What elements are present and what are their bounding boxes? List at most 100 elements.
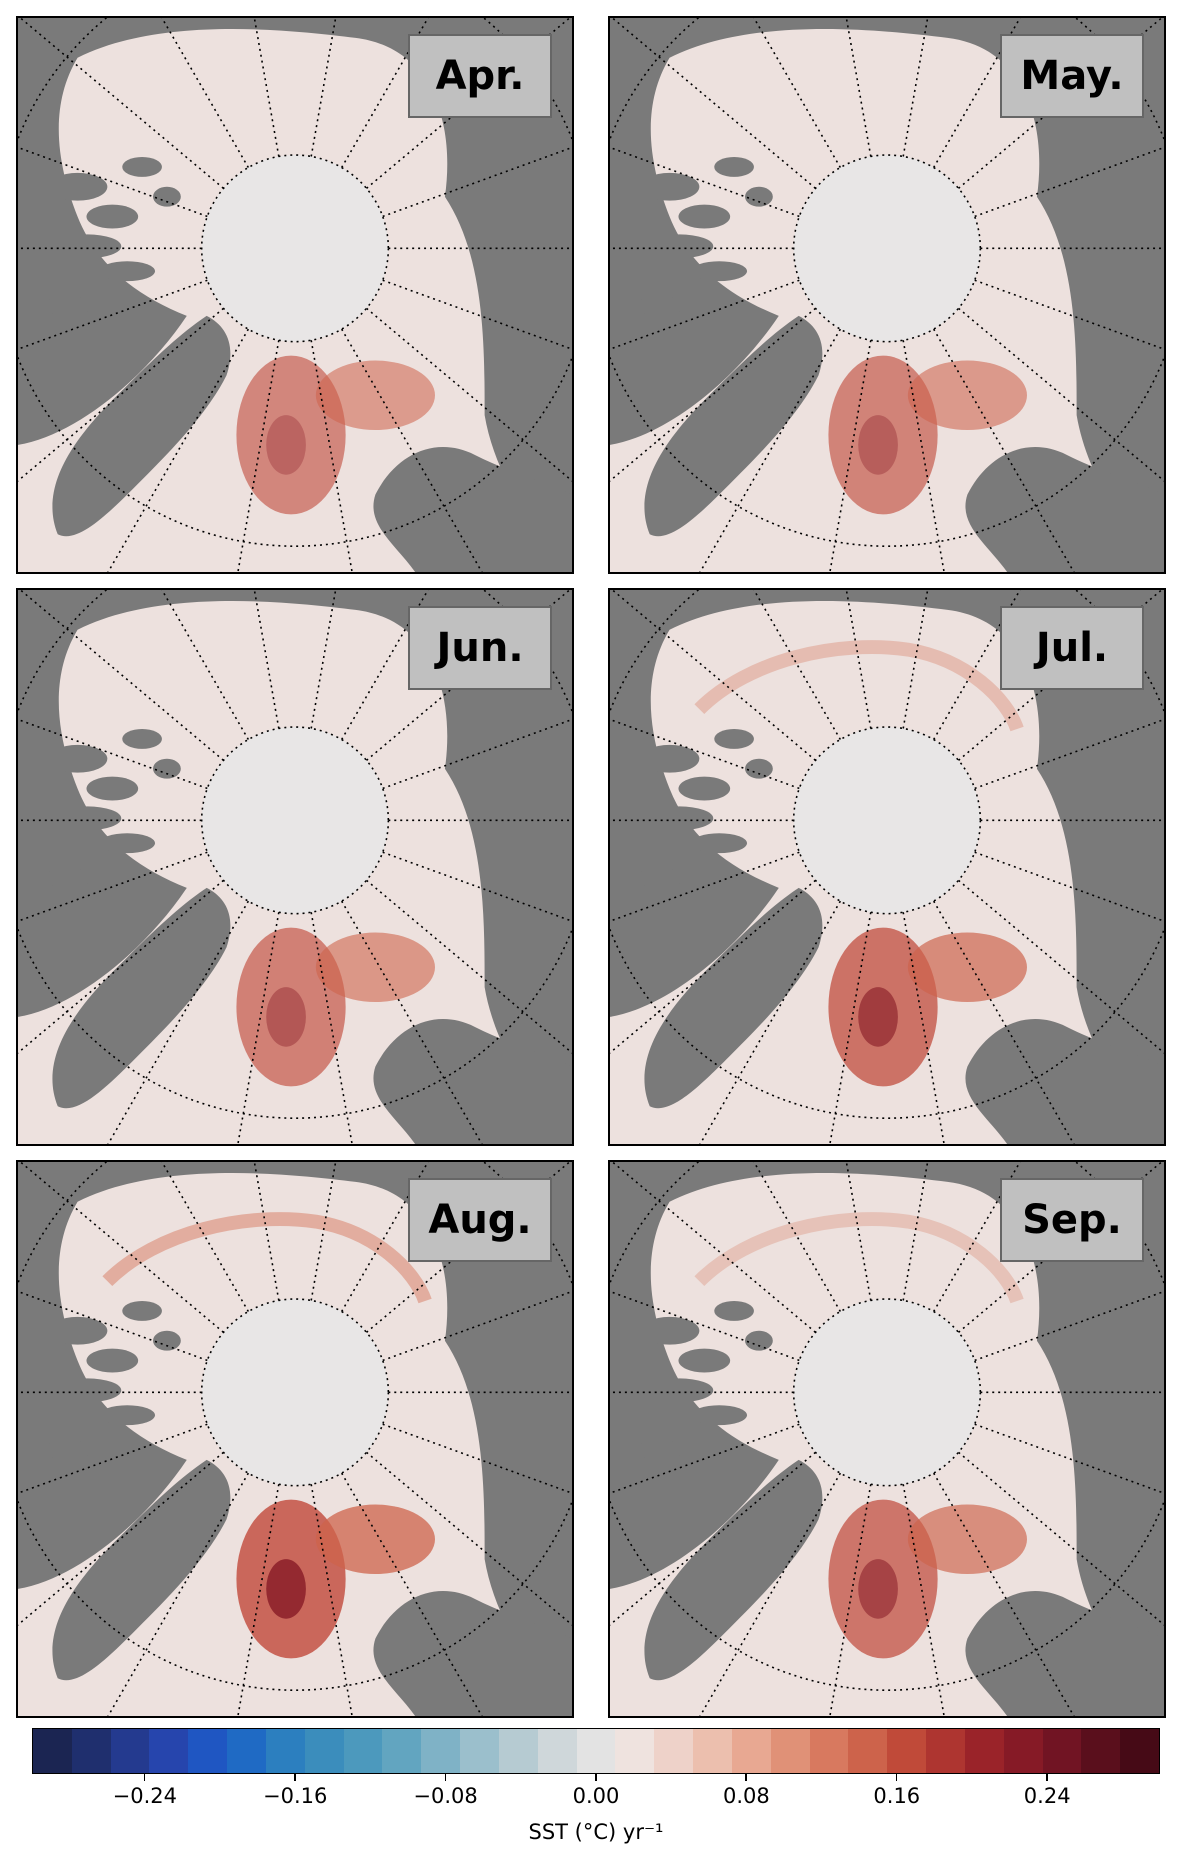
colorbar-ticks: −0.24 −0.16 −0.08 0.00 0.08 0.16 0.24: [32, 1774, 1160, 1814]
month-label: Sep.: [1000, 1178, 1144, 1262]
island: [691, 1405, 748, 1426]
meridian-line: [340, 328, 483, 572]
arctic-sst-map: [610, 18, 1164, 572]
meridian-line: [610, 1423, 800, 1495]
eurasia-land: [373, 1591, 572, 1716]
eurasia-land: [965, 447, 1164, 572]
colorbar-label: SST (°C) yr⁻¹: [528, 1820, 664, 1844]
colorbar-segment: [149, 1729, 189, 1773]
colorbar-segment: [576, 1729, 616, 1773]
warm-anomaly-kara: [315, 1504, 435, 1575]
island: [635, 1439, 684, 1460]
island: [43, 867, 92, 888]
island: [122, 1300, 162, 1321]
meridian-line: [902, 340, 945, 572]
island: [99, 261, 156, 282]
meridian-line: [365, 1451, 572, 1626]
meridian-line: [974, 279, 1164, 351]
meridian-line: [310, 1484, 353, 1716]
meridian-line: [365, 590, 571, 761]
tick-mark: [1046, 1774, 1048, 1781]
warm-anomaly-core: [266, 1559, 306, 1619]
meridian-line: [957, 590, 1163, 761]
warm-anomaly-kara: [907, 1504, 1027, 1575]
meridian-line: [610, 851, 800, 923]
tick-mark: [595, 1774, 597, 1781]
meridian-line: [19, 590, 225, 761]
warm-anomaly-rim: [102, 1212, 432, 1304]
meridian-line: [340, 900, 483, 1144]
meridian-line: [161, 590, 250, 740]
meridian-line: [340, 1162, 429, 1312]
tick-label: 0.00: [572, 1784, 620, 1808]
colorbar-segment: [227, 1729, 266, 1773]
pole-hole: [201, 1299, 389, 1486]
island: [639, 744, 700, 773]
meridian-line: [340, 590, 429, 740]
warm-anomaly-kara: [315, 932, 435, 1003]
tick-mark: [444, 1774, 447, 1781]
island: [43, 295, 92, 316]
meridian-line: [610, 1451, 817, 1626]
tick-mark: [745, 1774, 747, 1781]
meridian-line: [365, 1162, 571, 1333]
meridian-line: [237, 340, 280, 572]
meridian-line: [829, 912, 872, 1144]
warm-anomaly-rim: [694, 640, 1024, 732]
meridian-line: [253, 18, 280, 157]
greenland-land: [644, 887, 823, 1109]
colorbar-segment: [731, 1729, 771, 1773]
meridian-line: [902, 590, 929, 729]
month-label: May.: [1000, 34, 1144, 118]
meridian-line: [957, 307, 1164, 482]
colorbar-segment: [887, 1729, 927, 1773]
warm-anomaly-kara: [907, 932, 1027, 1003]
meridian-line: [18, 1290, 208, 1362]
meridian-line: [957, 1162, 1163, 1333]
meridian-line: [18, 718, 208, 790]
graticule: [610, 1162, 1164, 1716]
island: [691, 833, 748, 854]
island: [635, 295, 684, 316]
colorbar-segment: [460, 1729, 499, 1773]
map-panel-6: Sep.: [608, 1160, 1166, 1718]
meridian-line: [974, 718, 1164, 790]
meridian-line: [253, 1162, 280, 1301]
meridian-line: [310, 912, 353, 1144]
meridian-line: [237, 912, 280, 1144]
meridian-line: [107, 900, 250, 1144]
meridian-line: [365, 18, 571, 189]
island: [691, 261, 748, 282]
meridian-line: [382, 851, 572, 923]
meridian-line: [974, 1423, 1164, 1495]
island: [47, 744, 108, 773]
island: [714, 728, 754, 749]
meridian-line: [845, 1162, 872, 1301]
island: [153, 186, 181, 207]
island: [714, 1300, 754, 1321]
colorbar-segment: [848, 1729, 888, 1773]
greenland-land: [644, 1459, 823, 1681]
meridian-line: [18, 851, 208, 923]
warm-anomaly-core: [266, 415, 306, 475]
meridian-line: [753, 590, 842, 740]
eurasia-land: [373, 1019, 572, 1144]
meridian-line: [974, 146, 1164, 218]
meridian-line: [845, 590, 872, 729]
tick-label: −0.16: [263, 1784, 328, 1808]
warm-anomaly-core: [858, 1559, 898, 1619]
graticule: [18, 590, 572, 1144]
meridian-line: [365, 879, 572, 1054]
island: [645, 234, 714, 259]
warm-anomaly-kara: [315, 360, 435, 431]
island: [53, 806, 122, 831]
meridian-line: [610, 307, 817, 482]
meridian-line: [18, 279, 208, 351]
meridian-line: [18, 1451, 225, 1626]
colorbar-segment: [71, 1729, 111, 1773]
colorbar-segment: [343, 1729, 383, 1773]
island: [645, 1378, 714, 1403]
meridian-line: [699, 1472, 842, 1716]
island: [639, 172, 700, 201]
eurasia-land: [965, 1019, 1164, 1144]
